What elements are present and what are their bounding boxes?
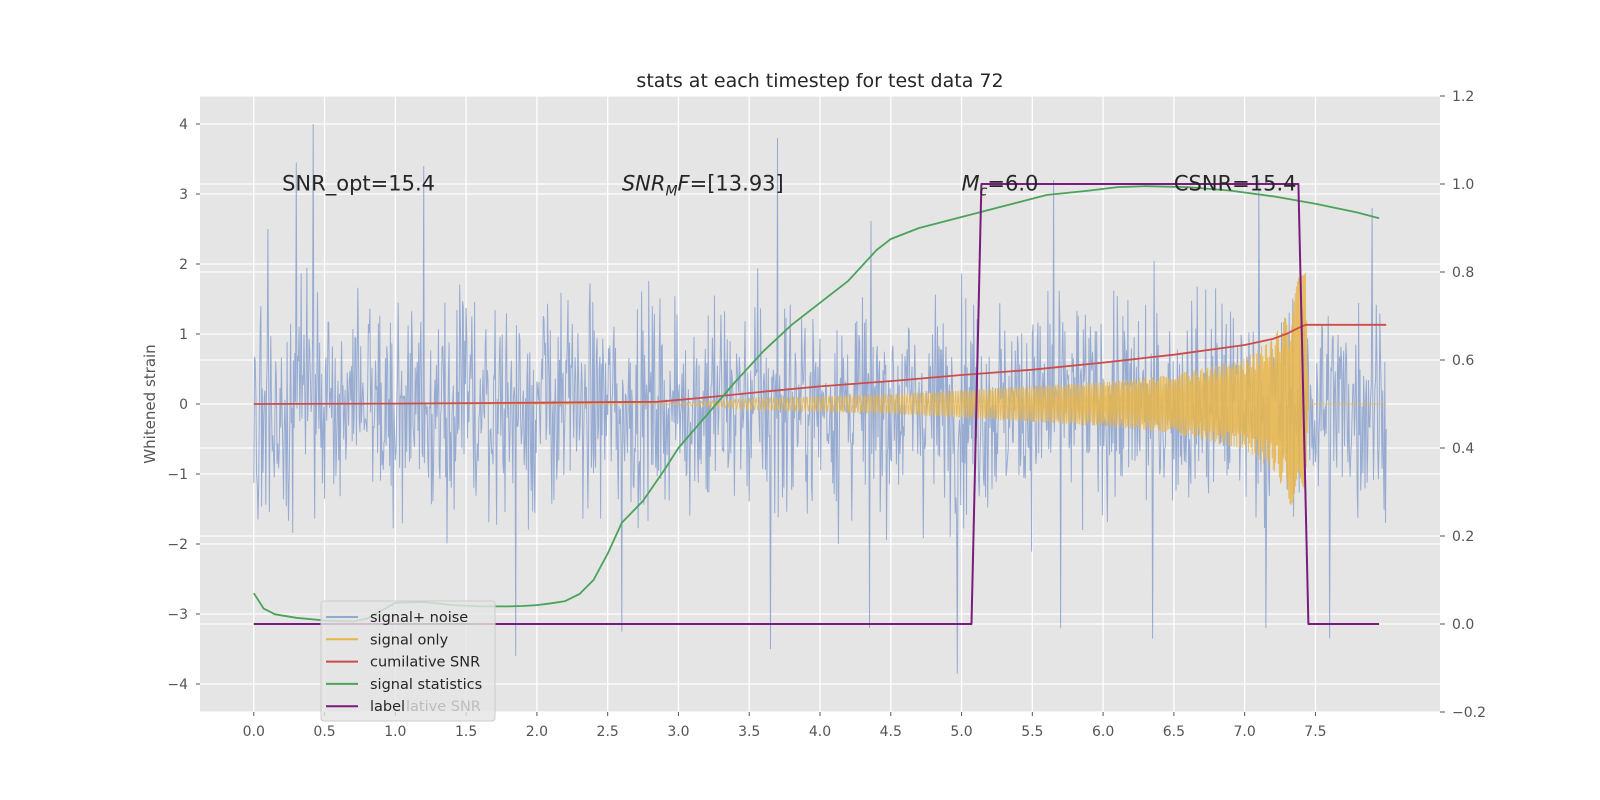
annotation-csnr: CSNR=15.4 <box>1174 172 1297 196</box>
annotation-snr-mf-f: F <box>678 172 691 196</box>
y2-tick-label: 0.0 <box>1452 617 1474 633</box>
y2-tick-label: 0.4 <box>1452 441 1474 457</box>
legend-label-label: label <box>370 699 405 715</box>
legend-label-signal-statistics: signal statistics <box>370 677 482 693</box>
y-tick-label: −1 <box>167 467 188 483</box>
series-label-line <box>253 183 1380 625</box>
y2-tick-label: −0.2 <box>1452 705 1486 721</box>
x-tick-label: 7.5 <box>1304 724 1326 740</box>
legend-label-signal-only: signal only <box>370 632 449 648</box>
x-tick-label: 5.0 <box>950 724 972 740</box>
x-tick-label: 7.0 <box>1234 724 1256 740</box>
annotation-snr-opt: SNR_opt=15.4 <box>282 172 435 197</box>
y-tick-label: 4 <box>179 117 188 133</box>
x-tick-label: 4.5 <box>880 724 902 740</box>
annotation-snr-mf-sub: M <box>665 184 677 200</box>
y2-tick-label: 0.6 <box>1452 353 1474 369</box>
annotation-mc-value: =6.0 <box>987 172 1038 196</box>
y2-tick-label: 1.2 <box>1452 89 1474 105</box>
annotation-snr-mf: SNRMF=[13.93] <box>622 172 784 200</box>
y-tick-label: 3 <box>179 187 188 203</box>
legend-items: signal+ noise signal only cumilative SNR si… <box>326 610 482 715</box>
legend-box <box>320 600 496 722</box>
x-tick-label: 6.5 <box>1163 724 1185 740</box>
annotation-mc-sub: c <box>980 184 988 200</box>
annotation-snr-mf-base: SNR <box>622 172 666 196</box>
series-signal-noise-line <box>253 123 1387 674</box>
x-tick-label: 3.0 <box>667 724 689 740</box>
y-tick-label: −3 <box>167 607 188 623</box>
x-tick-label: 0.0 <box>243 724 265 740</box>
legend-label-cumulative-snr: cumilative SNR <box>370 655 480 671</box>
y-axis-label: Whitened strain <box>141 344 159 463</box>
y-tick-label: −4 <box>167 677 188 693</box>
y-tick-label: −2 <box>167 537 188 553</box>
annotation-snr-mf-value: =[13.93] <box>690 172 784 196</box>
x-tick-label: 1.0 <box>384 724 406 740</box>
legend-label-signal-noise: signal+ noise <box>370 610 468 626</box>
annotations: SNR_opt=15.4 SNRMF=[13.93] Mc=6.0 CSNR=1… <box>282 172 1296 200</box>
x-tick-label: 2.0 <box>526 724 548 740</box>
y2-tick-label: 0.2 <box>1452 529 1474 545</box>
chart-title: stats at each timestep for test data 72 <box>636 70 1003 92</box>
legend: lative SNR signal+ noise signal only cumil… <box>320 600 496 722</box>
annotation-mc-base: M <box>962 172 980 196</box>
x-tick-label: 1.5 <box>455 724 477 740</box>
annotation-mc: Mc=6.0 <box>962 172 1039 200</box>
legend-ghost-text: lative SNR <box>406 699 481 715</box>
x-tick-label: 0.5 <box>313 724 335 740</box>
axes: 0.0 0.5 1.0 1.5 2.0 2.5 3.0 3.5 4.0 4.5 5.0 5.5 6.0 6… <box>167 89 1486 740</box>
y2-tick-label: 0.8 <box>1452 265 1474 281</box>
y-tick-label: 0 <box>179 397 188 413</box>
x-tick-label: 3.5 <box>738 724 760 740</box>
y-tick-label: 2 <box>179 257 188 273</box>
y2-tick-label: 1.0 <box>1452 177 1474 193</box>
x-tick-label: 2.5 <box>597 724 619 740</box>
x-tick-label: 6.0 <box>1092 724 1114 740</box>
x-tick-label: 4.0 <box>809 724 831 740</box>
x-tick-label: 5.5 <box>1021 724 1043 740</box>
y-tick-label: 1 <box>179 327 188 343</box>
series-cumulative-snr-line <box>253 323 1387 405</box>
